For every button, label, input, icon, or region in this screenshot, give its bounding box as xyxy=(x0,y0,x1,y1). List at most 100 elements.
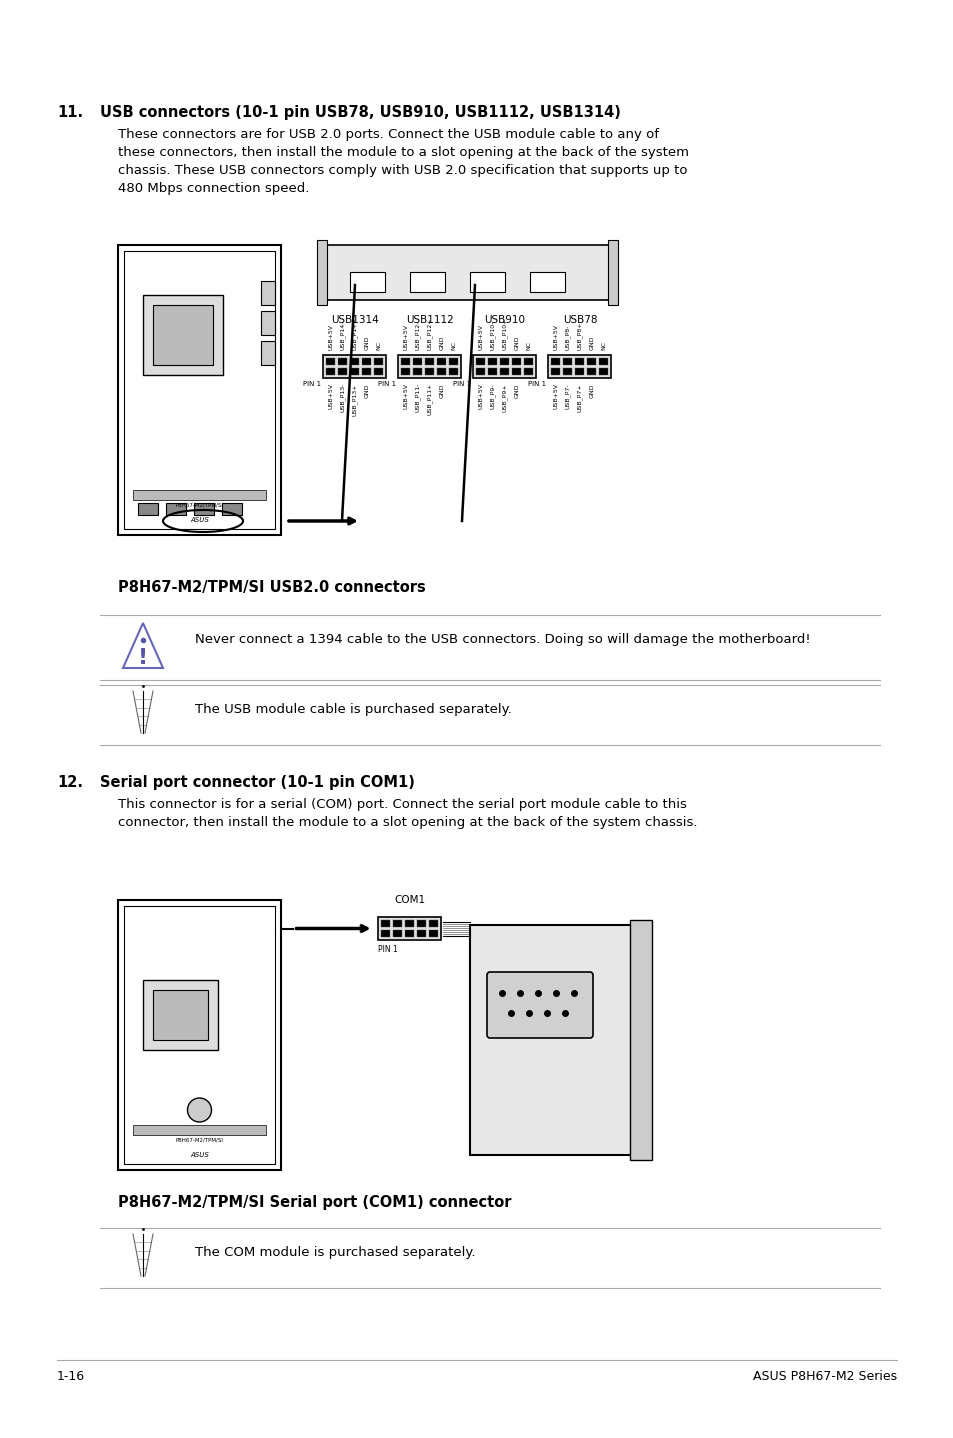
Bar xyxy=(350,368,359,375)
Text: USB_P14-: USB_P14- xyxy=(340,321,346,349)
Text: 12.: 12. xyxy=(57,775,83,789)
Text: GND: GND xyxy=(514,383,519,397)
Bar xyxy=(401,368,410,375)
Bar xyxy=(598,368,608,375)
Text: The COM module is purchased separately.: The COM module is purchased separately. xyxy=(194,1245,475,1260)
Text: USB1112: USB1112 xyxy=(406,315,454,325)
Bar xyxy=(425,358,434,365)
Bar xyxy=(449,358,458,365)
Bar xyxy=(401,358,410,365)
Bar xyxy=(524,368,533,375)
Bar xyxy=(118,900,281,1171)
Bar xyxy=(417,930,426,938)
Bar xyxy=(512,358,521,365)
Bar xyxy=(417,920,426,928)
Text: USB_P8-: USB_P8- xyxy=(564,325,570,349)
Text: NC: NC xyxy=(451,341,456,349)
Text: USB_P8+: USB_P8+ xyxy=(577,322,582,349)
Text: USB_P9-: USB_P9- xyxy=(490,383,496,408)
Bar xyxy=(152,989,208,1040)
Bar xyxy=(607,240,618,305)
Bar xyxy=(261,280,274,305)
Bar xyxy=(488,358,497,365)
Bar xyxy=(512,368,521,375)
Bar xyxy=(551,368,560,375)
Bar xyxy=(405,930,414,938)
Text: NC: NC xyxy=(376,341,381,349)
Text: GND: GND xyxy=(514,335,519,349)
Bar xyxy=(563,358,572,365)
Bar xyxy=(325,244,609,301)
Bar xyxy=(124,252,274,529)
Bar xyxy=(488,368,497,375)
Bar xyxy=(437,368,446,375)
Bar xyxy=(138,503,158,515)
Bar xyxy=(410,272,444,292)
Bar xyxy=(530,272,564,292)
Bar xyxy=(437,358,446,365)
Text: USB+5V: USB+5V xyxy=(553,324,558,349)
Text: USB_P12+: USB_P12+ xyxy=(427,318,433,349)
Text: GND: GND xyxy=(439,335,444,349)
Text: 11.: 11. xyxy=(57,105,83,119)
Text: 1-16: 1-16 xyxy=(57,1370,85,1383)
Bar xyxy=(316,240,327,305)
Bar xyxy=(326,368,335,375)
Bar xyxy=(629,920,651,1160)
Bar xyxy=(143,981,218,1050)
Bar xyxy=(261,341,274,365)
Text: USB_P14+: USB_P14+ xyxy=(352,318,357,349)
Text: GND: GND xyxy=(439,383,444,397)
Text: USB910: USB910 xyxy=(484,315,525,325)
Text: Serial port connector (10-1 pin COM1): Serial port connector (10-1 pin COM1) xyxy=(100,775,415,789)
Circle shape xyxy=(188,1099,212,1122)
Text: GND: GND xyxy=(589,383,594,397)
Text: NC: NC xyxy=(526,341,531,349)
Text: These connectors are for USB 2.0 ports. Connect the USB module cable to any of
t: These connectors are for USB 2.0 ports. … xyxy=(118,128,688,196)
Polygon shape xyxy=(123,623,163,669)
Bar xyxy=(118,244,281,535)
Bar xyxy=(551,358,560,365)
Text: This connector is for a serial (COM) port. Connect the serial port module cable : This connector is for a serial (COM) por… xyxy=(118,798,697,828)
Bar xyxy=(362,368,371,375)
Text: USB_P9+: USB_P9+ xyxy=(501,383,507,411)
Bar xyxy=(575,368,584,375)
Bar xyxy=(326,358,335,365)
Bar xyxy=(222,503,242,515)
Text: GND: GND xyxy=(364,383,369,397)
Bar xyxy=(393,920,402,928)
Text: PIN 1: PIN 1 xyxy=(453,381,471,387)
Text: PIN 1: PIN 1 xyxy=(378,381,396,387)
Bar xyxy=(375,368,383,375)
Bar xyxy=(143,295,223,375)
Text: USB+5V: USB+5V xyxy=(403,324,408,349)
Bar xyxy=(261,311,274,335)
Bar xyxy=(476,358,485,365)
Text: USB1314: USB1314 xyxy=(331,315,378,325)
Text: GND: GND xyxy=(364,335,369,349)
Text: ASUS: ASUS xyxy=(190,1152,209,1158)
Bar xyxy=(381,920,390,928)
Text: GND: GND xyxy=(589,335,594,349)
Bar xyxy=(587,358,596,365)
Bar xyxy=(500,358,509,365)
Text: P8H67-M2/TPM/SI USB2.0 connectors: P8H67-M2/TPM/SI USB2.0 connectors xyxy=(118,580,425,595)
Bar xyxy=(449,368,458,375)
Bar xyxy=(323,355,386,378)
Text: ASUS P8H67-M2 Series: ASUS P8H67-M2 Series xyxy=(752,1370,896,1383)
Bar xyxy=(152,305,213,365)
Text: USB_P10+: USB_P10+ xyxy=(501,318,507,349)
Text: NC: NC xyxy=(601,341,606,349)
Bar xyxy=(338,358,347,365)
Text: P8H67-M2/TPM/SI: P8H67-M2/TPM/SI xyxy=(175,1137,223,1143)
Text: USB+5V: USB+5V xyxy=(403,383,408,408)
Bar xyxy=(413,358,422,365)
Bar xyxy=(338,368,347,375)
Text: USB_P13+: USB_P13+ xyxy=(352,383,357,416)
Bar xyxy=(429,930,438,938)
Text: USB connectors (10-1 pin USB78, USB910, USB1112, USB1314): USB connectors (10-1 pin USB78, USB910, … xyxy=(100,105,620,119)
Text: USB+5V: USB+5V xyxy=(478,383,483,408)
Text: USB_P11+: USB_P11+ xyxy=(427,383,433,416)
Bar xyxy=(362,358,371,365)
Bar xyxy=(124,906,274,1163)
